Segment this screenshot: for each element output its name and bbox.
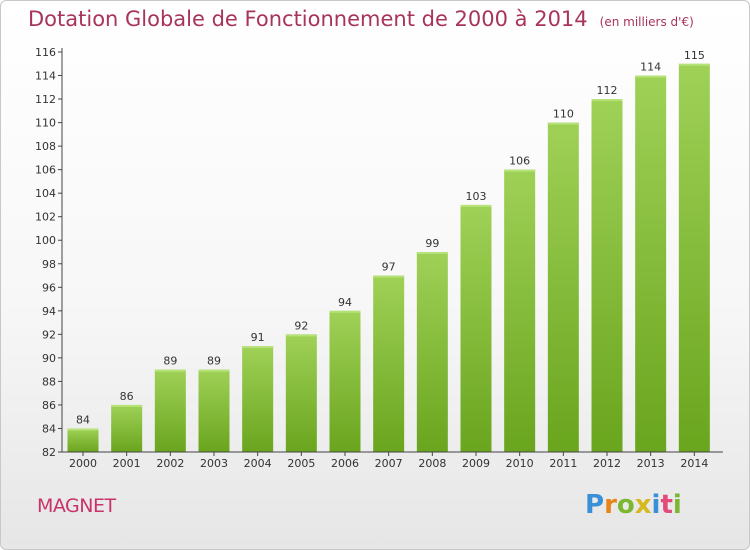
- logo-letter: r: [604, 490, 617, 520]
- bar-2009: [460, 204, 492, 452]
- chart-title: Dotation Globale de Fonctionnement de 20…: [28, 7, 694, 31]
- bar-2011: [547, 122, 579, 453]
- x-tick-2012: 2012: [593, 457, 621, 470]
- bar-top-2013: [635, 75, 667, 78]
- x-tick-2004: 2004: [244, 457, 272, 470]
- y-tick-84: 84: [42, 422, 56, 435]
- x-tick-2001: 2001: [113, 457, 141, 470]
- commune-name: MAGNET: [37, 495, 116, 517]
- data-label-2000: 84: [76, 413, 90, 426]
- bar-2014: [678, 63, 710, 452]
- bar-2001: [111, 404, 143, 452]
- bar-top-2008: [416, 252, 448, 254]
- bar-2003: [198, 369, 230, 452]
- y-tick-88: 88: [42, 375, 56, 388]
- y-tick-92: 92: [42, 328, 56, 341]
- data-label-2007: 97: [382, 261, 396, 274]
- data-label-2008: 99: [425, 237, 439, 250]
- x-tick-2009: 2009: [462, 457, 490, 470]
- data-label-2003: 89: [207, 355, 221, 368]
- y-tick-102: 102: [35, 211, 56, 224]
- logo-letter: t: [660, 490, 673, 520]
- data-label-2002: 89: [163, 355, 177, 368]
- bar-top-2012: [591, 99, 623, 102]
- bar-2005: [285, 334, 317, 452]
- proxiti-logo: Proxiti: [585, 490, 682, 520]
- y-tick-112: 112: [35, 93, 56, 106]
- bar-top-2005: [285, 334, 317, 337]
- bar-2000: [67, 428, 99, 452]
- bar-2006: [329, 310, 361, 452]
- data-label-2010: 106: [509, 155, 530, 168]
- bar-2008: [416, 252, 448, 452]
- y-tick-108: 108: [35, 140, 56, 153]
- bar-2002: [154, 369, 186, 452]
- logo-letter: o: [616, 490, 635, 520]
- x-tick-2010: 2010: [506, 457, 534, 470]
- bar-2007: [373, 275, 405, 452]
- y-tick-82: 82: [42, 446, 56, 459]
- bar-2004: [242, 346, 274, 452]
- bar-top-2007: [373, 275, 405, 278]
- y-tick-116: 116: [35, 46, 56, 59]
- logo-letter: i: [672, 490, 682, 520]
- bar-top-2009: [460, 204, 492, 207]
- y-tick-90: 90: [42, 352, 56, 365]
- y-tick-106: 106: [35, 164, 56, 177]
- bar-top-2014: [678, 63, 710, 66]
- bar-top-2011: [547, 122, 579, 125]
- x-tick-2006: 2006: [331, 457, 359, 470]
- x-tick-2013: 2013: [637, 457, 665, 470]
- data-label-2005: 92: [294, 319, 308, 332]
- x-tick-2003: 2003: [200, 457, 228, 470]
- chart-title-text: Dotation Globale de Fonctionnement de 20…: [28, 7, 588, 31]
- data-label-2011: 110: [553, 108, 574, 121]
- data-label-2004: 91: [251, 331, 265, 344]
- y-tick-110: 110: [35, 117, 56, 130]
- y-tick-104: 104: [35, 187, 56, 200]
- bar-top-2010: [504, 169, 536, 172]
- bar-2010: [504, 169, 536, 452]
- chart-unit-note: (en milliers d'€): [599, 15, 694, 29]
- y-tick-98: 98: [42, 258, 56, 271]
- y-tick-94: 94: [42, 305, 56, 318]
- bar-top-2000: [67, 428, 99, 431]
- bar-top-2004: [242, 346, 274, 349]
- logo-letter: x: [634, 490, 652, 520]
- bar-2013: [635, 75, 667, 452]
- data-label-2001: 86: [120, 390, 134, 403]
- data-label-2009: 103: [466, 190, 487, 203]
- y-tick-114: 114: [35, 70, 56, 83]
- x-tick-2008: 2008: [418, 457, 446, 470]
- x-tick-2014: 2014: [680, 457, 708, 470]
- bar-top-2006: [329, 310, 361, 313]
- logo-letter: i: [651, 490, 661, 520]
- bar-top-2001: [111, 404, 143, 407]
- x-tick-2005: 2005: [287, 457, 315, 470]
- bar-2012: [591, 99, 623, 452]
- bar-top-2003: [198, 369, 230, 372]
- data-label-2006: 94: [338, 296, 352, 309]
- y-tick-96: 96: [42, 281, 56, 294]
- data-label-2014: 115: [684, 49, 705, 62]
- bar-top-2002: [154, 369, 186, 372]
- y-tick-86: 86: [42, 399, 56, 412]
- x-tick-2002: 2002: [156, 457, 184, 470]
- y-tick-100: 100: [35, 234, 56, 247]
- x-tick-2011: 2011: [549, 457, 577, 470]
- data-label-2013: 114: [640, 61, 661, 74]
- data-label-2012: 112: [597, 84, 618, 97]
- x-tick-2000: 2000: [69, 457, 97, 470]
- logo-letter: P: [585, 490, 605, 520]
- x-tick-2007: 2007: [375, 457, 403, 470]
